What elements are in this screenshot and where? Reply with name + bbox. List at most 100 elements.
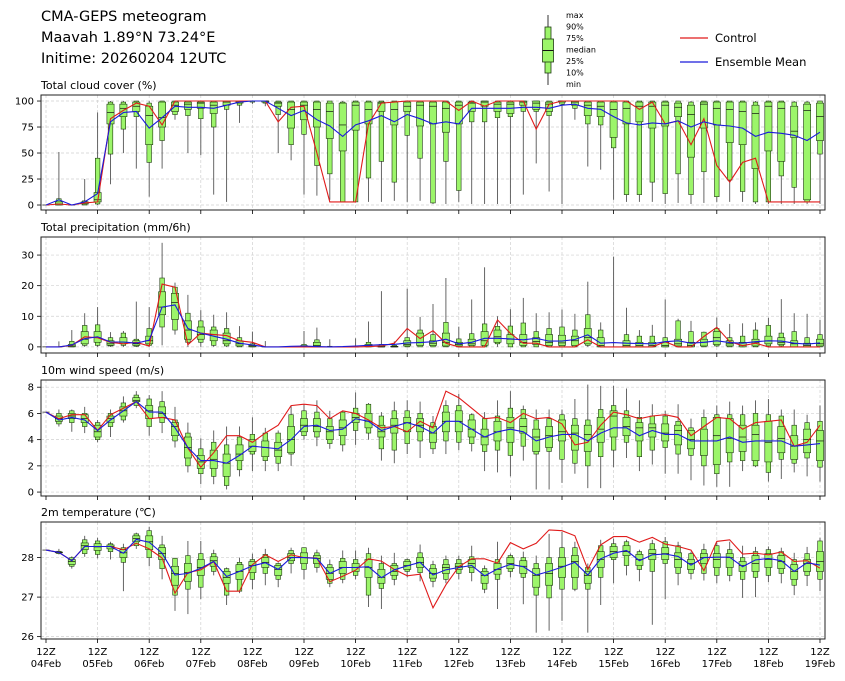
box-p25-p75 — [661, 101, 670, 127]
y-tick-label: 28 — [21, 553, 34, 564]
box-p10-p90 — [456, 100, 462, 191]
box-p10-p90 — [314, 100, 320, 166]
ensemble-box — [93, 537, 102, 559]
panel-2: 10m wind speed (m/s) 0 2 4 6 8 — [28, 364, 826, 500]
ensemble-box — [106, 541, 115, 560]
box-p25-p75 — [364, 559, 373, 578]
ensemble-box — [635, 549, 644, 582]
ensemble-box — [738, 100, 747, 202]
ensemble-box — [196, 100, 205, 156]
ensemble-box — [377, 100, 386, 202]
box-p25-p75 — [312, 101, 321, 128]
box-p25-p75 — [325, 102, 334, 139]
box-p25-p75 — [377, 569, 386, 584]
box-p25-p75 — [467, 101, 476, 112]
x-tick-date: 10Feb — [340, 659, 370, 670]
y-tick-label: 26 — [21, 632, 34, 643]
ensemble-box — [699, 409, 708, 486]
ensemble-box — [725, 100, 734, 202]
ensemble-box — [312, 327, 321, 348]
ensemble-box — [532, 100, 541, 164]
box-p25-p75 — [429, 426, 437, 443]
x-tick-hour: 12Z — [191, 647, 211, 658]
legend-control-label: Control — [715, 31, 757, 45]
y-tick-label: 25 — [21, 175, 34, 186]
box-p25-p75 — [545, 101, 553, 112]
box-p25-p75 — [635, 422, 644, 442]
ensemble-box — [209, 314, 218, 347]
box-p25-p75 — [325, 426, 334, 440]
box-p25-p75 — [635, 101, 644, 123]
ensemble-box — [467, 100, 476, 204]
ensemble-box — [712, 317, 721, 347]
box-p25-p75 — [674, 424, 682, 446]
x-tick-date: 05Feb — [82, 659, 112, 670]
ensemble-box — [803, 414, 811, 477]
box-p25-p75 — [803, 428, 811, 454]
ensemble-box — [312, 400, 321, 447]
ensemble-box — [171, 100, 179, 120]
y-tick-label: 6 — [28, 409, 34, 420]
ensemble-box — [196, 438, 205, 485]
x-tick-hour: 12Z — [707, 647, 727, 658]
box-p25-p75 — [493, 101, 502, 112]
y-tick-label: 0 — [28, 342, 34, 353]
ensemble-box — [712, 542, 721, 584]
ensemble-box — [274, 562, 283, 588]
ensemble-box — [674, 100, 682, 203]
ensemble-box — [454, 100, 463, 202]
box-p25-p75 — [725, 101, 734, 143]
box-p25-p75 — [377, 424, 386, 438]
panel-title: 2m temperature (℃) — [41, 506, 156, 519]
ensemble-box — [506, 100, 515, 204]
box-p25-p75 — [674, 338, 682, 347]
control-line — [46, 283, 820, 348]
ensemble-box — [609, 385, 618, 468]
box-p25-p75 — [119, 337, 128, 345]
box-p25-p75 — [545, 563, 553, 586]
ensemble-box — [54, 151, 63, 206]
ensemble-box — [725, 401, 734, 487]
ensemble-box — [558, 409, 566, 483]
ensemble-box — [596, 385, 605, 489]
x-tick-date: 13Feb — [495, 659, 525, 670]
legend-label-min: min — [566, 80, 581, 89]
ensemble-box — [364, 547, 373, 607]
y-tick-label: 27 — [21, 593, 34, 604]
box-p25-p75 — [661, 423, 670, 442]
y-tick-label: 50 — [21, 149, 34, 160]
ensemble-box — [764, 399, 773, 482]
box-p25-p75 — [609, 101, 618, 138]
box-p25-p75 — [635, 554, 644, 566]
legend-mean-label: Ensemble Mean — [715, 55, 806, 69]
ensemble-box — [351, 550, 360, 580]
ensemble-box — [235, 426, 244, 477]
ensemble-box — [532, 409, 541, 490]
ensemble-box — [80, 179, 89, 206]
box-p25-p75 — [235, 564, 244, 580]
box-p25-p75 — [274, 101, 283, 107]
ensemble-box — [610, 256, 618, 348]
ensemble-mean-line — [45, 538, 821, 579]
ensemble-box — [403, 400, 412, 455]
ensemble-box — [699, 543, 708, 581]
box-p25-p75 — [764, 553, 773, 568]
y-tick-label: 75 — [21, 123, 34, 134]
ensemble-box — [480, 412, 489, 472]
ensemble-box — [480, 267, 489, 348]
box-p10-p90 — [675, 100, 681, 175]
ensemble-box — [467, 299, 476, 348]
ensemble-box — [300, 547, 308, 580]
ensemble-box — [132, 532, 141, 549]
ensemble-box — [777, 299, 786, 347]
panel-0: Total cloud cover (%) 0 25 50 75 100 — [15, 79, 826, 214]
x-tick-date: 12Feb — [444, 659, 474, 670]
ensemble-box — [558, 531, 566, 621]
ensemble-box — [699, 100, 708, 203]
ensemble-box — [377, 555, 386, 609]
ensemble-box — [816, 100, 824, 204]
ensemble-box — [158, 100, 166, 169]
x-tick-date: 09Feb — [289, 659, 319, 670]
x-tick-hour: 12Z — [449, 647, 469, 658]
